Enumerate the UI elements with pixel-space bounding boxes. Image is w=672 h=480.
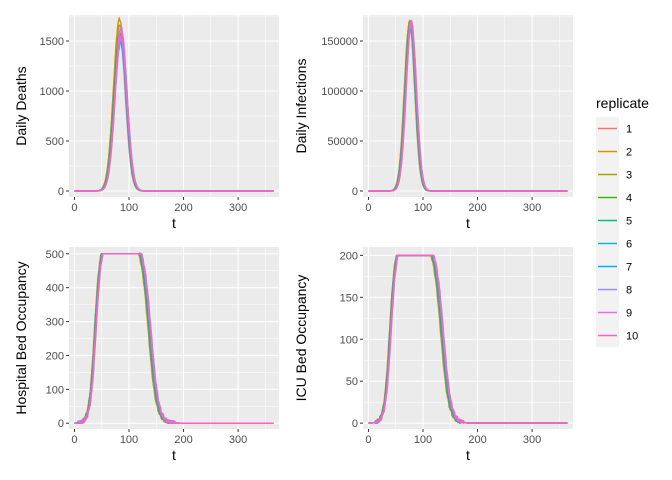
- y-axis-title: ICU Bed Occupancy: [293, 275, 309, 402]
- x-tick-label: 200: [468, 202, 486, 214]
- x-axis-title: t: [172, 215, 176, 231]
- x-tick-label: 0: [71, 202, 77, 214]
- y-tick-label: 0: [352, 418, 358, 430]
- x-tick-label: 0: [71, 434, 77, 446]
- y-tick-label: 500: [46, 136, 64, 148]
- legend-label: 10: [626, 331, 638, 343]
- y-tick-label: 0: [352, 186, 358, 198]
- x-tick-label: 100: [120, 202, 138, 214]
- x-axis-title: t: [466, 215, 470, 231]
- panel-daily-deaths: 0 100 200 300 0 500 1000 1500 t Daily Deaths: [13, 15, 279, 231]
- panel-background: [363, 247, 573, 429]
- x-tick-label: 100: [120, 434, 138, 446]
- y-tick-label: 1500: [40, 36, 64, 48]
- y-tick-label: 200: [340, 250, 358, 262]
- x-tick-label: 200: [468, 434, 486, 446]
- y-axis-title: Daily Deaths: [13, 66, 29, 145]
- legend-label: 5: [626, 216, 632, 228]
- y-tick-label: 150000: [321, 36, 358, 48]
- panel-hospital-beds: 0 100 200 300 0 100 200 300 400 500 t Hospital Bed …: [13, 247, 279, 463]
- x-tick-label: 300: [229, 202, 247, 214]
- legend-label: 4: [626, 193, 632, 205]
- legend: replicate 1 2 3 4 5 6 7 8 9 10: [596, 95, 649, 347]
- panel-background: [69, 247, 279, 429]
- x-tick-label: 300: [523, 202, 541, 214]
- y-tick-label: 1000: [40, 86, 64, 98]
- x-tick-label: 100: [414, 202, 432, 214]
- legend-label: 9: [626, 308, 632, 320]
- y-tick-label: 200: [46, 350, 64, 362]
- panel-background: [363, 15, 573, 197]
- y-tick-label: 0: [58, 418, 64, 430]
- y-axis-title: Hospital Bed Occupancy: [13, 261, 29, 414]
- legend-label: 6: [626, 239, 632, 251]
- x-tick-label: 200: [174, 434, 192, 446]
- y-tick-label: 500: [46, 249, 64, 261]
- x-tick-label: 100: [414, 434, 432, 446]
- legend-label: 1: [626, 124, 632, 136]
- y-tick-label: 50000: [327, 136, 358, 148]
- panel-background: [69, 15, 279, 197]
- x-tick-label: 200: [174, 202, 192, 214]
- y-tick-label: 150: [340, 292, 358, 304]
- y-tick-label: 300: [46, 317, 64, 329]
- legend-label: 8: [626, 285, 632, 297]
- y-tick-label: 50: [346, 376, 358, 388]
- y-tick-label: 100000: [321, 86, 358, 98]
- x-tick-label: 300: [229, 434, 247, 446]
- x-tick-label: 0: [365, 434, 371, 446]
- y-tick-label: 100: [46, 384, 64, 396]
- legend-label: 2: [626, 147, 632, 159]
- panel-daily-infections: 0 100 200 300 0 50000 100000 150000 t Daily Infec…: [293, 15, 573, 231]
- y-tick-label: 0: [58, 186, 64, 198]
- series-line-replicate-10: [368, 23, 568, 192]
- legend-label: 3: [626, 170, 632, 182]
- x-axis-title: t: [466, 447, 470, 463]
- y-axis-title: Daily Infections: [293, 59, 309, 154]
- legend-title: replicate: [596, 95, 649, 111]
- y-tick-label: 100: [340, 334, 358, 346]
- series-line-replicate-10: [74, 32, 274, 192]
- y-tick-label: 400: [46, 283, 64, 295]
- legend-label: 7: [626, 262, 632, 274]
- x-tick-label: 300: [523, 434, 541, 446]
- x-tick-label: 0: [365, 202, 371, 214]
- x-axis-title: t: [172, 447, 176, 463]
- series-line-replicate-10: [368, 254, 568, 424]
- series-line-replicate-10: [74, 253, 274, 424]
